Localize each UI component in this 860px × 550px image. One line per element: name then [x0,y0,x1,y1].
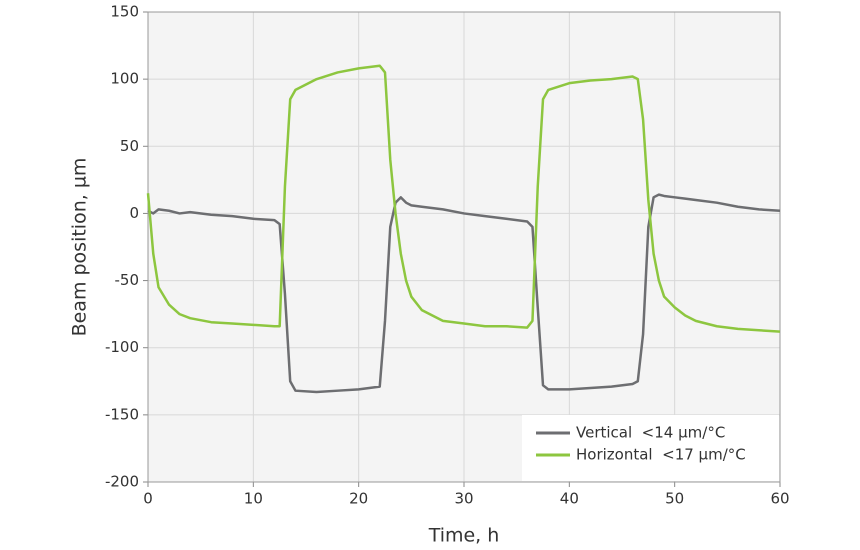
y-tick-label: 0 [129,204,139,222]
data-line [146,64,781,333]
plot-frame [147,11,781,483]
y-tick-label: 150 [110,3,139,21]
data-line [147,193,781,394]
x-tick-label: 30 [454,490,473,508]
y-tick-label: -200 [105,473,139,491]
legend-label: Vertical <14 µm/°C [576,424,725,442]
legend-box [522,415,779,481]
y-tick-label: -150 [105,405,139,423]
x-tick-label: 10 [244,490,263,508]
x-tick-label: 50 [665,490,684,508]
x-tick-label: 20 [349,490,368,508]
y-axis-title: Beam position, µm [69,158,91,337]
x-tick-label: 60 [770,490,789,508]
x-tick-label: 40 [560,490,579,508]
x-axis-title: Time, h [428,525,500,547]
y-tick-label: 50 [120,137,139,155]
legend-label: Horizontal <17 µm/°C [576,446,746,464]
y-tick-label: -100 [105,338,139,356]
y-tick-label: 100 [110,70,139,88]
x-tick-label: 0 [143,490,153,508]
y-tick-label: -50 [115,271,140,289]
